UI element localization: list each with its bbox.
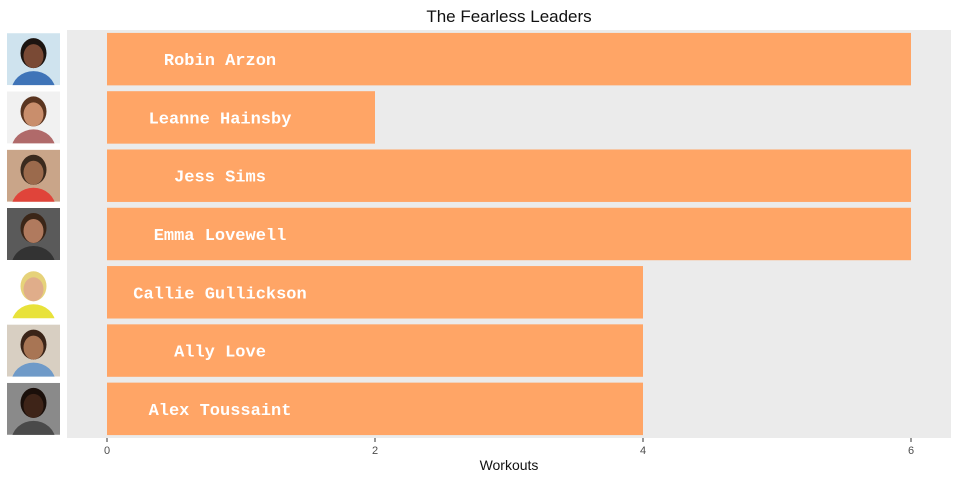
bar	[107, 32, 911, 86]
bar-label: Alex Toussaint	[149, 402, 292, 421]
avatar	[7, 382, 60, 435]
x-tick-label: 0	[104, 445, 110, 457]
bar-label: Ally Love	[174, 344, 266, 363]
bar-label: Leanne Hainsby	[149, 110, 292, 129]
bar-label: Jess Sims	[174, 169, 266, 188]
chart-title: The Fearless Leaders	[426, 7, 591, 26]
x-axis: 0 2 4 6	[104, 438, 914, 457]
avatar	[7, 149, 60, 202]
bar	[107, 149, 911, 202]
bar	[107, 91, 375, 144]
bar	[107, 207, 911, 261]
bar-labels-group: Robin Arzon Leanne Hainsby Jess Sims Emma L…	[133, 52, 306, 421]
bar-label: Callie Gullickson	[133, 285, 306, 304]
x-tick-label: 4	[640, 445, 646, 457]
avatar	[7, 91, 60, 144]
avatar	[7, 324, 60, 377]
x-tick-label: 2	[372, 445, 378, 457]
avatar	[7, 33, 60, 86]
bars-group	[107, 32, 911, 436]
bar	[107, 266, 643, 319]
avatar-column	[7, 33, 60, 435]
avatar	[7, 266, 60, 319]
x-tick-label: 6	[908, 445, 914, 457]
bar	[107, 324, 643, 377]
x-axis-label: Workouts	[480, 457, 539, 473]
avatar	[7, 208, 60, 260]
bar-label: Robin Arzon	[164, 52, 276, 71]
bar-label: Emma Lovewell	[154, 227, 287, 246]
bar	[107, 382, 643, 436]
